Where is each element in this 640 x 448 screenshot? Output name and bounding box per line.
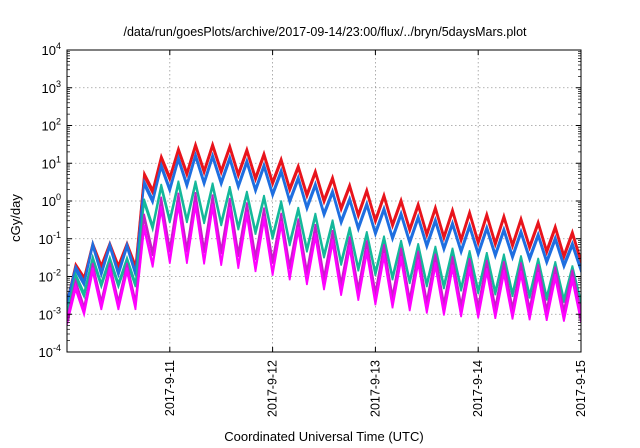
series-line-4	[67, 194, 581, 321]
chart-title: /data/run/goesPlots/archive/2017-09-14/2…	[123, 25, 527, 39]
x-tick-label: 2017-9-13	[368, 360, 382, 417]
y-tick-label: 10-3	[39, 305, 61, 322]
x-axis: 2017-9-11 2017-9-12 2017-9-13 2017-9-14 2017…	[163, 50, 588, 417]
y-tick-label: 102	[42, 117, 61, 134]
x-tick-label: 2017-9-12	[266, 360, 280, 417]
y-tick-label: 10-1	[39, 230, 61, 247]
y-tick-label: 103	[42, 79, 61, 96]
y-tick-label: 10-4	[39, 343, 61, 360]
x-axis-label: Coordinated Universal Time (UTC)	[224, 429, 423, 444]
series-line-2	[67, 150, 581, 301]
x-tick-label: 2017-9-14	[471, 360, 485, 417]
plot-area	[67, 140, 581, 326]
y-tick-label: 101	[42, 154, 61, 171]
series-line-5	[67, 204, 581, 323]
series-line-1	[67, 140, 581, 301]
x-tick-label: 2017-9-11	[163, 360, 177, 416]
series-layer	[67, 140, 581, 326]
series-line-3	[67, 180, 581, 313]
series-line-5	[67, 202, 581, 321]
series-line-4	[67, 191, 581, 318]
y-tick-label: 10-2	[39, 268, 61, 285]
y-tick-label: 104	[42, 41, 61, 58]
y-axis: 10-4 10-3 10-2 10-1 100 101 102 103 104	[39, 41, 581, 360]
x-tick-label: 2017-9-15	[574, 360, 588, 417]
y-axis-label: cGy/day	[8, 194, 23, 242]
series-line-5	[67, 206, 581, 326]
y-tick-label: 100	[42, 192, 61, 209]
